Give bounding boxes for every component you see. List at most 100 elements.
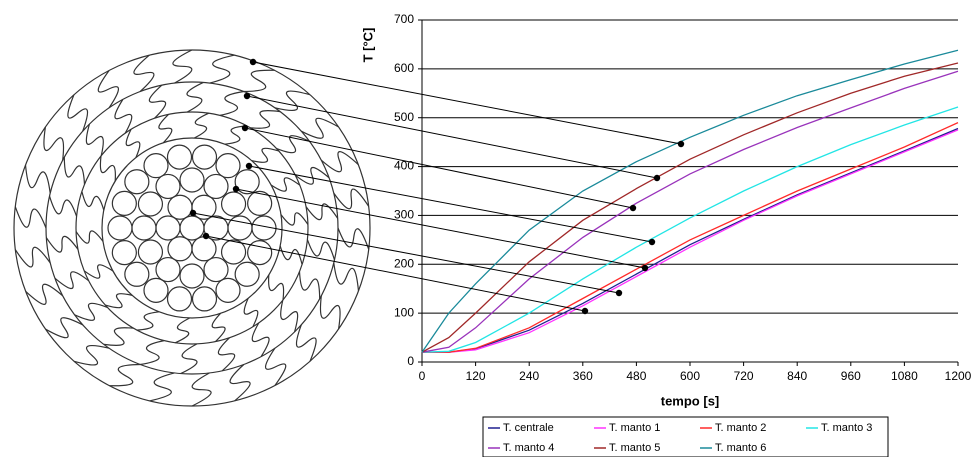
x-tick-label: 1200 [945,369,971,383]
series-line [421,106,959,353]
wire-divider [270,177,301,192]
round-wire [215,277,241,303]
leader-dot [581,307,589,315]
wire-divider [114,99,133,134]
wire-divider [280,299,299,332]
wire-divider [180,343,198,375]
wire-divider [25,283,64,305]
wire-divider [333,188,370,210]
ring [101,137,283,319]
wire-divider [243,298,259,327]
wire-divider [276,135,310,154]
leader-dot [641,264,649,272]
legend-label: T. manto 6 [715,442,766,454]
leader-dot [202,232,210,240]
wire-divider [105,293,133,309]
wire-divider [48,195,78,217]
wire-divider [274,90,311,112]
wire-divider [103,327,134,346]
wire-divider [243,69,275,93]
leader-line [192,212,620,294]
round-wire [191,286,218,312]
x-tick-label: 720 [734,369,754,383]
round-wire [251,215,277,241]
wire-divider [14,246,51,268]
leader-line [252,61,682,145]
wire-divider [224,125,248,145]
leader-dot [653,174,661,182]
y-tick-label: 0 [407,354,414,368]
series-line [421,70,959,353]
round-wire [143,153,169,179]
y-tick-label: 200 [394,256,414,270]
round-wire [166,286,193,312]
round-wire [155,256,181,283]
wire-divider [149,372,175,402]
wire-divider [250,110,281,129]
wire-divider [73,344,110,366]
round-wire [107,215,133,241]
y-tick-label: 300 [394,208,414,222]
wire-divider [43,126,65,161]
x-tick-label: 600 [680,369,700,383]
round-wire [155,173,181,200]
wire-divider [219,90,244,116]
wire-divider [251,147,279,163]
wire-divider [298,271,321,299]
wire-divider [217,337,236,372]
wire-divider [320,151,359,173]
wire-divider [140,340,165,366]
wire-divider [251,322,270,357]
wire-divider [83,264,114,279]
series-line [422,122,959,353]
round-wire [179,215,205,241]
x-tick-label: 480 [626,369,646,383]
legend-label: T. manto 3 [821,422,872,434]
legend-label: T. manto 4 [503,442,554,454]
legend-box [482,416,889,457]
leader-line [235,188,646,269]
wire-divider [158,113,173,144]
legend-label: T. manto 5 [609,442,660,454]
wire-divider [54,271,89,290]
round-wire [247,190,273,216]
x-tick-label: 960 [841,369,861,383]
round-wire [220,191,247,217]
legend-label: T. manto 2 [715,422,766,434]
wire-divider [301,117,339,139]
leader-dot [677,140,685,148]
round-wire [124,169,150,195]
ring [13,49,371,407]
wire-divider [319,295,341,330]
round-wire [137,191,164,217]
x-tick-label: 360 [573,369,593,383]
round-wire [203,256,229,283]
wire-divider [67,94,89,132]
y-tick-label: 600 [394,61,414,75]
leader-dot [241,124,249,132]
round-wire [143,277,169,303]
round-wire [167,194,193,220]
wire-divider [125,129,141,158]
ring [75,111,309,345]
round-wire [234,169,260,195]
leader-line [246,95,658,179]
round-wire [234,261,260,287]
y-tick-label: 100 [394,305,414,319]
wire-divider [99,156,116,182]
wire-divider [63,157,86,185]
round-wire [111,240,137,266]
wire-divider [148,84,167,119]
leader-dot [615,289,623,297]
series-line [421,62,959,353]
round-wire [220,239,247,265]
wire-divider [74,302,108,321]
leader-line [244,127,634,209]
round-wire [131,215,157,241]
ring [45,81,339,375]
round-wire [227,215,253,241]
wire-divider [280,212,309,226]
leader-dot [249,58,257,66]
wire-divider [264,347,287,386]
wire-divider [75,230,104,244]
